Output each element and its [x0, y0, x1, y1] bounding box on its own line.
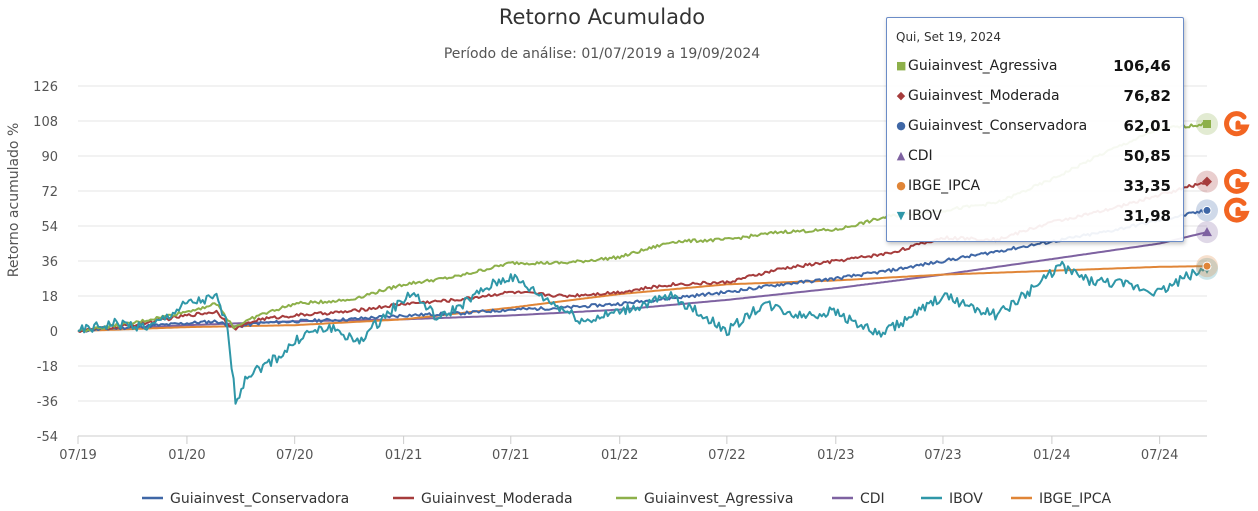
y-tick-label: 0 [50, 325, 58, 340]
x-tick-label: 07/22 [708, 448, 745, 463]
legend-item[interactable]: Guiainvest_Moderada [393, 491, 573, 507]
logo-icon [1224, 197, 1250, 223]
y-tick-label: 126 [33, 80, 58, 95]
tooltip-marker-icon: ● [896, 179, 906, 192]
tooltip-row: ◆ Guiainvest_Moderada 76,82 [896, 85, 1171, 107]
y-tick-label: 18 [41, 290, 58, 305]
x-tick-label: 07/19 [59, 448, 96, 463]
tooltip-series-value: 50,85 [1123, 147, 1171, 165]
y-tick-label: -18 [37, 360, 58, 375]
x-tick-label: 01/21 [385, 448, 422, 463]
legend-item[interactable]: Guiainvest_Conservadora [142, 491, 349, 507]
legend-label: IBOV [949, 491, 983, 507]
tooltip-series-name: IBOV [908, 208, 942, 224]
end-markers [1196, 111, 1250, 280]
tooltip-marker-icon: ◆ [896, 89, 906, 102]
tooltip-row: ▲ CDI 50,85 [896, 145, 1171, 167]
x-tick-label: 01/20 [168, 448, 205, 463]
tooltip-series-value: 33,35 [1123, 177, 1171, 195]
y-tick-label: 108 [33, 115, 58, 130]
y-tick-label: 72 [41, 185, 58, 200]
x-tick-label: 07/20 [276, 448, 313, 463]
tooltip: Qui, Set 19, 2024 ■ Guiainvest_Agressiva 1… [886, 17, 1184, 242]
tooltip-row: ● IBGE_IPCA 33,35 [896, 175, 1171, 197]
tooltip-series-name: Guiainvest_Conservadora [908, 118, 1088, 134]
x-tick-label: 01/23 [817, 448, 854, 463]
tooltip-series-name: CDI [908, 148, 933, 164]
series-line-cdi [77, 231, 1208, 332]
y-tick-label: 36 [41, 255, 58, 270]
legend: Guiainvest_Conservadora Guiainvest_Modera… [142, 491, 1112, 507]
y-tick-label: 90 [41, 150, 58, 165]
x-tick-label: 07/23 [924, 448, 961, 463]
x-axis: 07/19 01/20 07/20 01/21 07/21 01/22 07/22 01/23… [59, 436, 1178, 463]
end-marker-point[interactable] [1202, 176, 1212, 187]
legend-label: Guiainvest_Conservadora [170, 491, 349, 507]
legend-label: Guiainvest_Moderada [421, 491, 573, 507]
x-tick-label: 01/24 [1033, 448, 1070, 463]
series-line-ibge-ipca [77, 265, 1207, 332]
y-tick-label: 54 [41, 220, 58, 235]
series-line-ibov [77, 260, 1208, 405]
logo-icon [1224, 111, 1250, 137]
legend-item[interactable]: IBGE_IPCA [1011, 491, 1112, 507]
legend-item[interactable]: Guiainvest_Agressiva [616, 491, 794, 507]
legend-item[interactable]: CDI [832, 491, 885, 507]
end-marker-point[interactable] [1202, 205, 1212, 215]
series-layer [77, 121, 1208, 405]
tooltip-marker-icon: ■ [896, 59, 907, 72]
tooltip-series-value: 62,01 [1123, 117, 1171, 135]
end-marker-point[interactable] [1202, 227, 1212, 237]
y-axis-title: Retorno acumulado % [6, 123, 22, 278]
chart-title: Retorno Acumulado [499, 5, 705, 29]
end-marker-point[interactable] [1203, 119, 1211, 128]
y-tick-label: -36 [37, 395, 58, 410]
end-marker-point[interactable] [1202, 261, 1212, 271]
tooltip-series-name: Guiainvest_Moderada [908, 88, 1060, 104]
y-tick-label: -54 [37, 430, 58, 445]
tooltip-row: ● Guiainvest_Conservadora 62,01 [896, 115, 1171, 137]
legend-label: CDI [860, 491, 885, 507]
tooltip-row: ■ Guiainvest_Agressiva 106,46 [896, 55, 1171, 77]
chart-subtitle: Período de análise: 01/07/2019 a 19/09/2… [444, 46, 760, 62]
tooltip-series-value: 106,46 [1113, 57, 1171, 75]
y-axis: 126 108 90 72 54 36 18 0 -18 -36 -54 [33, 80, 58, 445]
x-tick-label: 07/24 [1141, 448, 1178, 463]
x-tick-label: 07/21 [492, 448, 529, 463]
legend-label: IBGE_IPCA [1039, 491, 1112, 507]
tooltip-series-value: 31,98 [1123, 207, 1171, 225]
tooltip-series-name: IBGE_IPCA [908, 178, 981, 194]
tooltip-series-name: Guiainvest_Agressiva [908, 58, 1058, 74]
tooltip-series-value: 76,82 [1123, 87, 1171, 105]
tooltip-marker-icon: ▼ [896, 209, 906, 222]
logo-icon [1224, 168, 1250, 194]
tooltip-row: ▼ IBOV 31,98 [896, 205, 1171, 227]
tooltip-marker-icon: ▲ [896, 149, 906, 162]
tooltip-marker-icon: ● [896, 119, 906, 132]
x-tick-label: 01/22 [601, 448, 638, 463]
legend-label: Guiainvest_Agressiva [644, 491, 794, 507]
tooltip-date: Qui, Set 19, 2024 [896, 30, 1001, 44]
legend-item[interactable]: IBOV [921, 491, 983, 507]
